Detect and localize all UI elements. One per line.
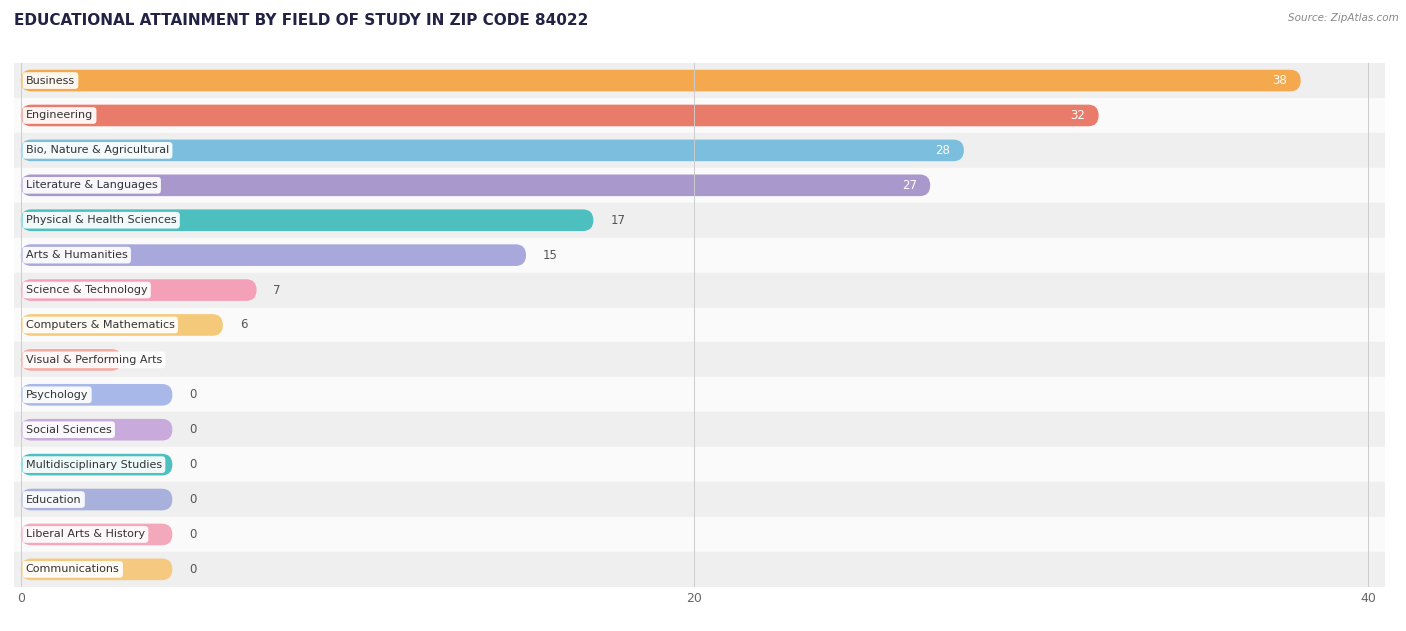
Text: 27: 27 [901, 179, 917, 192]
Text: Visual & Performing Arts: Visual & Performing Arts [25, 355, 162, 365]
Text: Social Sciences: Social Sciences [25, 425, 111, 435]
Bar [14, 63, 1385, 98]
FancyBboxPatch shape [21, 139, 965, 161]
FancyBboxPatch shape [21, 280, 256, 301]
Bar [14, 552, 1385, 587]
Bar [14, 377, 1385, 412]
Text: 6: 6 [240, 319, 247, 331]
Text: 17: 17 [610, 214, 626, 227]
Text: Psychology: Psychology [25, 390, 89, 400]
FancyBboxPatch shape [21, 349, 122, 370]
Bar [14, 273, 1385, 307]
Text: 28: 28 [935, 144, 950, 157]
Text: Source: ZipAtlas.com: Source: ZipAtlas.com [1288, 13, 1399, 23]
FancyBboxPatch shape [21, 524, 173, 545]
Text: Computers & Mathematics: Computers & Mathematics [25, 320, 174, 330]
Text: Arts & Humanities: Arts & Humanities [25, 250, 128, 260]
Text: EDUCATIONAL ATTAINMENT BY FIELD OF STUDY IN ZIP CODE 84022: EDUCATIONAL ATTAINMENT BY FIELD OF STUDY… [14, 13, 589, 28]
FancyBboxPatch shape [21, 454, 173, 475]
Bar [14, 238, 1385, 273]
FancyBboxPatch shape [21, 419, 173, 440]
Bar [14, 517, 1385, 552]
Text: 0: 0 [190, 388, 197, 401]
Text: 0: 0 [190, 563, 197, 576]
Text: Communications: Communications [25, 564, 120, 574]
Text: Bio, Nature & Agricultural: Bio, Nature & Agricultural [25, 145, 169, 155]
Text: 0: 0 [190, 493, 197, 506]
Bar [14, 203, 1385, 238]
Text: Business: Business [25, 76, 75, 86]
FancyBboxPatch shape [21, 70, 1301, 91]
Text: Multidisciplinary Studies: Multidisciplinary Studies [25, 459, 162, 469]
Text: Education: Education [25, 495, 82, 505]
Text: 0: 0 [190, 458, 197, 471]
Bar [14, 98, 1385, 133]
FancyBboxPatch shape [21, 209, 593, 231]
FancyBboxPatch shape [21, 105, 1098, 126]
Bar [14, 447, 1385, 482]
FancyBboxPatch shape [21, 558, 173, 580]
Text: 32: 32 [1070, 109, 1085, 122]
Bar [14, 168, 1385, 203]
Bar [14, 133, 1385, 168]
Text: Liberal Arts & History: Liberal Arts & History [25, 529, 145, 540]
Text: Literature & Languages: Literature & Languages [25, 180, 157, 191]
Text: 0: 0 [190, 423, 197, 436]
Text: 7: 7 [273, 283, 281, 297]
Bar [14, 482, 1385, 517]
Text: 38: 38 [1272, 74, 1288, 87]
Bar [14, 307, 1385, 343]
FancyBboxPatch shape [21, 175, 931, 196]
FancyBboxPatch shape [21, 489, 173, 510]
Text: Physical & Health Sciences: Physical & Health Sciences [25, 215, 177, 225]
Text: 3: 3 [139, 353, 146, 367]
FancyBboxPatch shape [21, 384, 173, 406]
Text: Science & Technology: Science & Technology [25, 285, 148, 295]
Bar [14, 343, 1385, 377]
Text: Engineering: Engineering [25, 110, 93, 121]
FancyBboxPatch shape [21, 244, 526, 266]
Text: 15: 15 [543, 249, 558, 262]
Bar [14, 412, 1385, 447]
FancyBboxPatch shape [21, 314, 224, 336]
Text: 0: 0 [190, 528, 197, 541]
